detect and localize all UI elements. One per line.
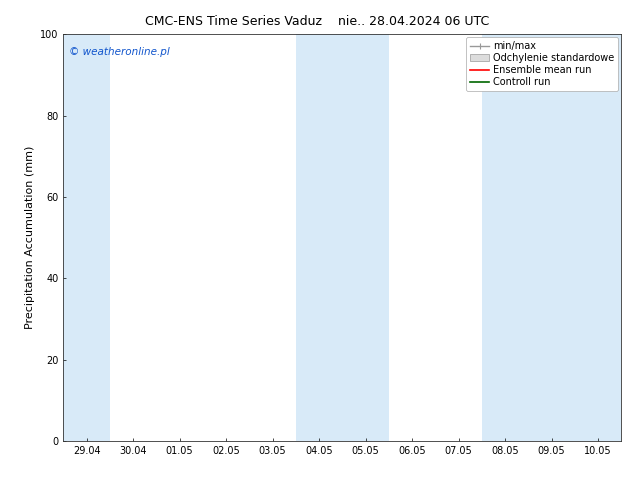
Legend: min/max, Odchylenie standardowe, Ensemble mean run, Controll run: min/max, Odchylenie standardowe, Ensembl… <box>466 37 618 91</box>
Text: © weatheronline.pl: © weatheronline.pl <box>69 47 170 56</box>
Bar <box>296 34 389 441</box>
Bar <box>63 34 110 441</box>
Bar <box>482 34 621 441</box>
Y-axis label: Precipitation Accumulation (mm): Precipitation Accumulation (mm) <box>25 146 35 329</box>
Text: CMC-ENS Time Series Vaduz    nie.. 28.04.2024 06 UTC: CMC-ENS Time Series Vaduz nie.. 28.04.20… <box>145 15 489 28</box>
